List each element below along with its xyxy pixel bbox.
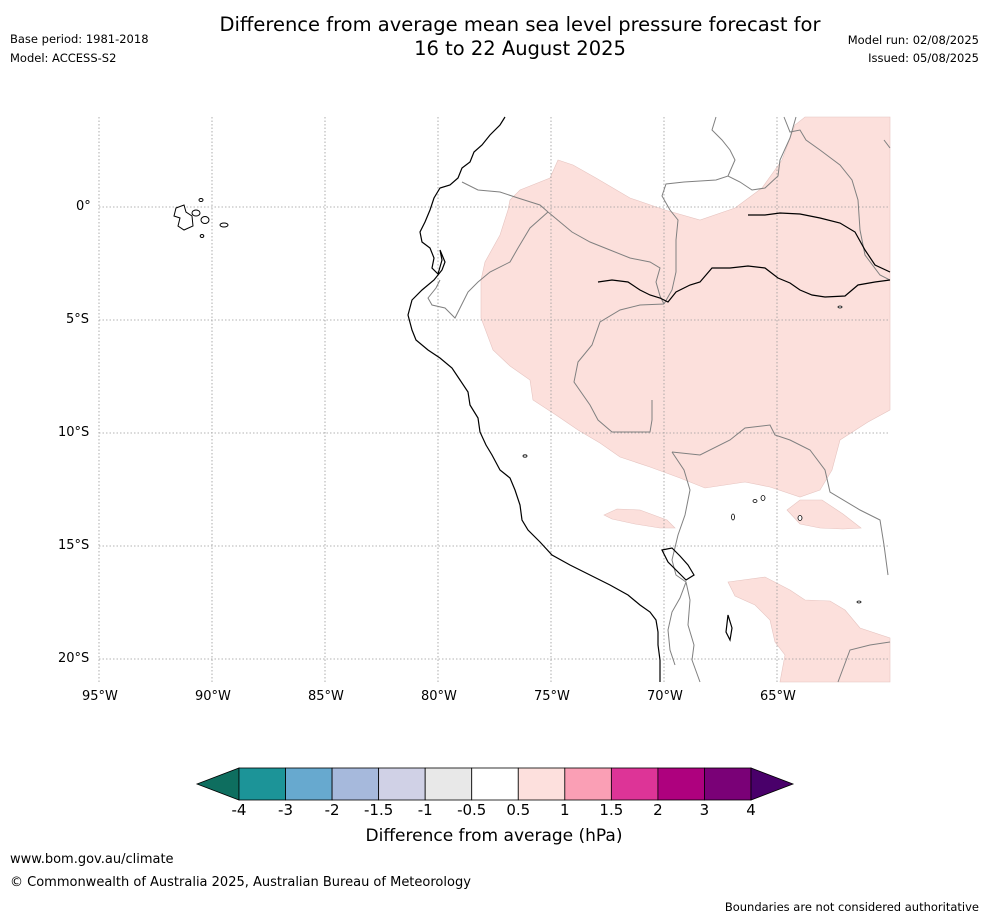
island-floreana — [199, 234, 205, 238]
river-negro — [748, 212, 891, 273]
lat-label-5s: 5°S — [66, 312, 90, 327]
colorbar-label: Difference from average (hPa) — [365, 826, 623, 846]
colorbar-tick-label: -1 — [417, 801, 433, 819]
colorbar-tick-label: 3 — [699, 801, 710, 819]
lake-poopo — [725, 614, 733, 642]
anomaly-region-bolivia — [786, 499, 862, 530]
model-text: Model: ACCESS-S2 — [10, 51, 117, 65]
colorbar-tick-label: 2 — [653, 801, 663, 819]
colorbar-tick-label: -1.5 — [363, 801, 394, 819]
border-bolivia-paraguay — [837, 641, 891, 683]
island-isabela — [173, 204, 194, 231]
anomaly-region-peru — [603, 508, 676, 529]
border-bolivia-chile — [685, 581, 701, 683]
anomaly-region-main — [480, 116, 891, 498]
border-peru-brazil — [573, 303, 665, 433]
lat-label-20s: 20°S — [58, 651, 90, 666]
island-santiago — [191, 209, 201, 217]
colorbar-segment — [657, 767, 705, 801]
island-santa-cruz — [200, 216, 210, 224]
colorbar-tick-label: -3 — [278, 801, 294, 819]
base-period-text: Base period: 1981-2018 — [10, 32, 149, 46]
lake-titicaca — [661, 547, 695, 581]
colorbar-tick-label: 4 — [746, 801, 756, 819]
colorbar-segment — [238, 767, 286, 801]
lon-label-95w: 95°W — [82, 689, 118, 704]
lat-label-0: 0° — [76, 199, 91, 214]
issued-text: Issued: 05/08/2025 — [868, 51, 979, 65]
lon-label-70w: 70°W — [647, 689, 683, 704]
colorbar-tick-label: -4 — [231, 801, 247, 819]
copyright-text: © Commonwealth of Australia 2025, Austra… — [10, 875, 471, 890]
colorbar-tick-label: 1 — [560, 801, 570, 819]
title-line-1: Difference from average mean sea level p… — [219, 13, 821, 36]
map-title: Difference from average mean sea level p… — [160, 13, 880, 61]
lake-small-4 — [760, 495, 766, 501]
colorbar-tick-label: 0.5 — [506, 801, 531, 819]
model-run-text: Model run: 02/08/2025 — [847, 33, 979, 47]
colorbar-extend-low — [195, 767, 240, 801]
border-colombia-peru — [547, 211, 665, 305]
lon-label-75w: 75°W — [534, 689, 570, 704]
lake-small-1 — [522, 454, 528, 458]
colorbar-segment — [517, 767, 566, 801]
border-colombia-venezuela — [711, 116, 736, 177]
small-lakes — [522, 305, 862, 604]
border-brazil-venezuela-east — [883, 139, 891, 149]
colorbar-segment — [285, 767, 333, 801]
website-link[interactable]: www.bom.gov.au/climate — [10, 852, 174, 867]
colorbar-segment — [378, 767, 426, 801]
colorbar-tick-label: -0.5 — [457, 801, 487, 819]
lake-small-5 — [797, 515, 803, 521]
colorbar-segment — [471, 767, 519, 801]
border-brazil-east — [783, 116, 891, 281]
lat-label-10s: 10°S — [58, 425, 90, 440]
island-pinta — [198, 198, 204, 202]
colorbar-tick-label: 1.5 — [599, 801, 624, 819]
border-peru-bolivia — [667, 451, 691, 666]
lon-label-85w: 85°W — [308, 689, 344, 704]
lat-label-15s: 15°S — [58, 538, 90, 553]
colorbar-segment — [424, 767, 473, 801]
anomaly-shading — [480, 116, 891, 683]
galapagos-islands — [173, 198, 229, 238]
amazon-river — [597, 265, 891, 303]
colorbar-segment — [704, 767, 752, 801]
country-borders — [427, 116, 891, 683]
gridlines — [98, 117, 890, 682]
colorbar-tick-label: -2 — [324, 801, 340, 819]
colorbar-segment — [564, 767, 612, 801]
colorbar-segment — [331, 767, 380, 801]
lon-label-90w: 90°W — [195, 689, 231, 704]
colorbar-extend-high — [750, 767, 795, 801]
coastlines — [407, 116, 891, 682]
border-ecuador-peru — [427, 211, 549, 319]
lake-small-2 — [731, 513, 735, 521]
anomaly-region-south — [727, 576, 891, 683]
colorbar-segment — [610, 767, 659, 801]
island-san-cristobal — [219, 222, 229, 228]
title-line-2: 16 to 22 August 2025 — [414, 37, 626, 60]
lake-small-7 — [837, 305, 843, 309]
colorbar — [195, 767, 795, 801]
border-colombia-brazil — [661, 116, 797, 305]
lake-small-3 — [752, 499, 758, 503]
disclaimer-text: Boundaries are not considered authoritat… — [724, 900, 979, 914]
lake-small-6 — [856, 600, 862, 604]
lon-label-80w: 80°W — [421, 689, 457, 704]
border-bolivia-brazil — [671, 424, 889, 576]
coastline-pacific — [407, 116, 661, 682]
lon-label-65w: 65°W — [760, 689, 796, 704]
border-colombia-ecuador — [461, 181, 549, 213]
map-panel — [98, 116, 891, 683]
